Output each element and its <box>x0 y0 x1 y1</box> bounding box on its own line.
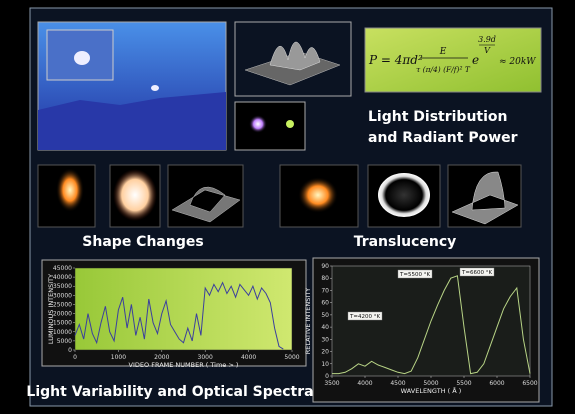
surface-plot <box>451 171 519 225</box>
blob <box>298 177 338 213</box>
x-tick-label: 4500 <box>390 380 405 387</box>
y-tick-label: 5000 <box>57 338 72 345</box>
formula-text: ≈ 20kW <box>499 57 536 67</box>
y-tick-label: 15000 <box>53 320 72 327</box>
x-tick-label: 6000 <box>489 380 504 387</box>
y-tick-label: 0 <box>325 373 329 380</box>
annotation-box <box>397 269 433 279</box>
annotation: T=5500 °K <box>399 272 430 278</box>
y-tick-label: 70 <box>321 287 329 294</box>
y-tick-label: 50 <box>321 312 329 319</box>
x-tick-label: 5000 <box>423 380 438 387</box>
data-line <box>332 275 531 375</box>
caption: Translucency <box>354 234 457 250</box>
formula-text: τ (π/4) (F/f)² T <box>416 65 471 74</box>
y-axis-label: RELATIVE INTENSITY <box>304 288 312 355</box>
data-line <box>74 281 284 350</box>
caption: and Radiant Power <box>368 130 518 146</box>
formula-text: e <box>472 53 479 67</box>
y-tick-label: 45000 <box>53 265 72 272</box>
y-tick-label: 30000 <box>53 292 72 299</box>
x-axis-label: WAVELENGTH ( Å ) <box>401 386 462 395</box>
surface-plot <box>269 41 321 71</box>
formula-text: E <box>439 47 447 57</box>
formula: P = 4πd² E τ (π/4) (F/f)² T e 3.9d V ≈ 2… <box>368 35 536 74</box>
formula-text: P = 4πd² <box>368 53 423 67</box>
x-tick-label: 4000 <box>241 354 256 361</box>
x-tick-label: 3500 <box>324 380 339 387</box>
y-tick-label: 25000 <box>53 301 72 308</box>
y-tick-label: 80 <box>321 275 329 282</box>
x-tick-label: 2000 <box>154 354 169 361</box>
object <box>151 85 159 91</box>
annotation-box <box>459 267 495 277</box>
y-tick-label: 30 <box>321 336 329 343</box>
spot <box>249 115 267 133</box>
blob <box>56 168 84 212</box>
y-tick-label: 10 <box>321 361 329 368</box>
x-tick-label: 3000 <box>198 354 213 361</box>
spot-image <box>234 101 306 151</box>
surface-plot <box>171 186 241 223</box>
annotation: T=6600 °K <box>461 270 492 276</box>
chart: 0500010000150002000025000300003500040000… <box>47 265 300 369</box>
plot-area <box>74 267 293 351</box>
annotation: T=4200 °K <box>349 314 380 320</box>
x-tick-label: 6500 <box>522 380 537 387</box>
y-tick-label: 20 <box>321 349 329 356</box>
y-tick-label: 60 <box>321 300 329 307</box>
x-tick-label: 5000 <box>284 354 299 361</box>
y-tick-label: 90 <box>321 263 329 270</box>
caption: Shape Changes <box>82 234 203 250</box>
y-tick-label: 0 <box>68 347 72 354</box>
y-tick-label: 40 <box>321 324 329 331</box>
x-tick-label: 1000 <box>111 354 126 361</box>
caption: Light Distribution <box>368 109 508 125</box>
object <box>74 51 90 65</box>
y-tick-label: 40000 <box>53 274 72 281</box>
x-tick-label: 5500 <box>456 380 471 387</box>
blob <box>378 173 430 217</box>
formula-text: V <box>484 46 491 55</box>
x-axis-label: VIDEO FRAME NUMBER ( Time > ) <box>129 361 239 369</box>
y-tick-label: 20000 <box>53 311 72 318</box>
spot <box>286 120 294 128</box>
annotation-box <box>347 311 383 321</box>
formula-box <box>364 27 542 93</box>
sky-image <box>38 92 226 150</box>
y-axis-label: LUMINOUS INTENSITY <box>47 274 55 344</box>
blob <box>113 169 157 221</box>
y-tick-label: 10000 <box>53 329 72 336</box>
charts: 0500010000150002000025000300003500040000… <box>47 263 538 395</box>
chart: 0 10 20 30 40 50 60 70 80 90 3500 4000 4500 5000 5500 6… <box>304 263 538 395</box>
x-tick-label: 0 <box>73 354 77 361</box>
x-tick-label: 4000 <box>357 380 372 387</box>
y-tick-label: 35000 <box>53 283 72 290</box>
caption: Light Variability and Optical Spectra <box>26 384 313 400</box>
formula-text: 3.9d <box>478 35 496 44</box>
